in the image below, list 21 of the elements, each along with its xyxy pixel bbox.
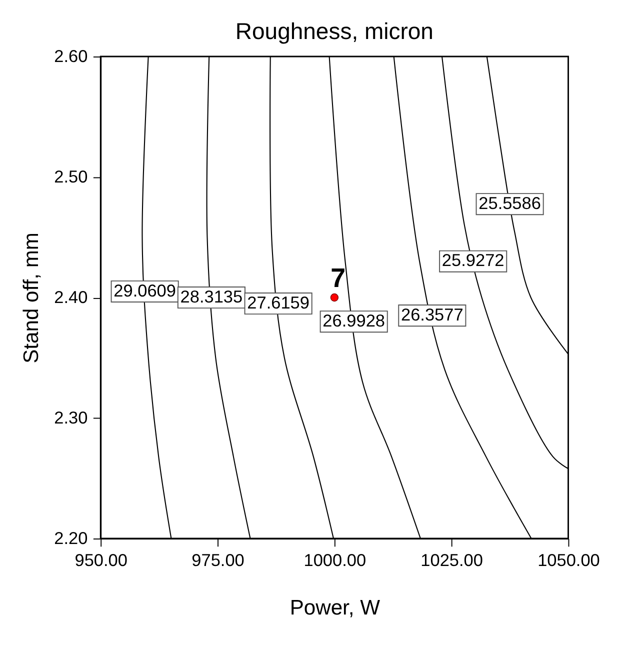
x-tick-label: 1050.00 xyxy=(538,550,600,570)
series-label: 26.9928 xyxy=(322,310,385,330)
series-label: 25.9272 xyxy=(442,250,504,270)
y-axis-title: Stand off, mm xyxy=(20,232,43,364)
x-tick-label: 1000.00 xyxy=(304,550,366,570)
y-tick-label: 2.40 xyxy=(54,286,88,307)
y-tick-label: 2.50 xyxy=(54,166,88,186)
series-label: 25.5586 xyxy=(478,192,541,213)
series-label: 27.6159 xyxy=(247,292,310,312)
chart-title: Roughness, micron xyxy=(235,18,434,44)
x-tick-label: 975.00 xyxy=(192,550,244,570)
y-tick-label: 2.20 xyxy=(54,528,88,548)
y-tick-label: 2.60 xyxy=(54,46,88,66)
x-tick-label: 1025.00 xyxy=(420,550,483,570)
x-axis-title: Power, W xyxy=(290,596,380,620)
x-tick-label: 950.00 xyxy=(74,550,128,570)
series-label: 28.3135 xyxy=(180,286,243,306)
annotation: 7 xyxy=(330,262,346,293)
series-label: 26.3577 xyxy=(401,304,464,324)
series-label: 29.0609 xyxy=(114,280,176,300)
y-tick-label: 2.30 xyxy=(54,407,88,428)
